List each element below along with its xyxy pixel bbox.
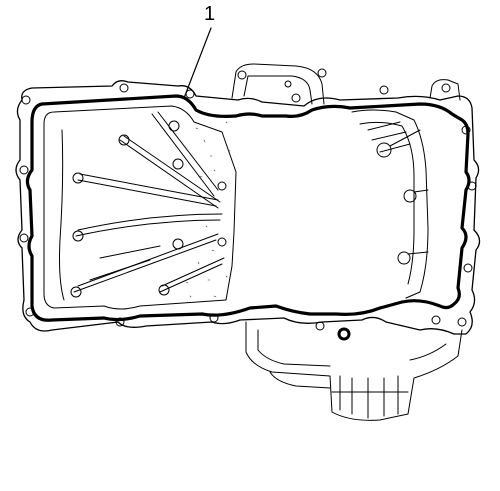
callout-number-1: 1	[204, 3, 216, 25]
rib-bosses	[70, 120, 227, 298]
lower-housing	[245, 321, 463, 421]
casting-texture	[185, 121, 231, 298]
sump-inner-rim	[43, 105, 237, 310]
sump-ribs	[59, 111, 225, 301]
pan-flange-outline	[15, 80, 481, 335]
top-bracket	[231, 63, 327, 105]
right-rib-panel	[351, 109, 429, 299]
callout-leader-line	[183, 27, 212, 99]
right-mount	[429, 79, 461, 101]
gasket	[25, 94, 471, 322]
